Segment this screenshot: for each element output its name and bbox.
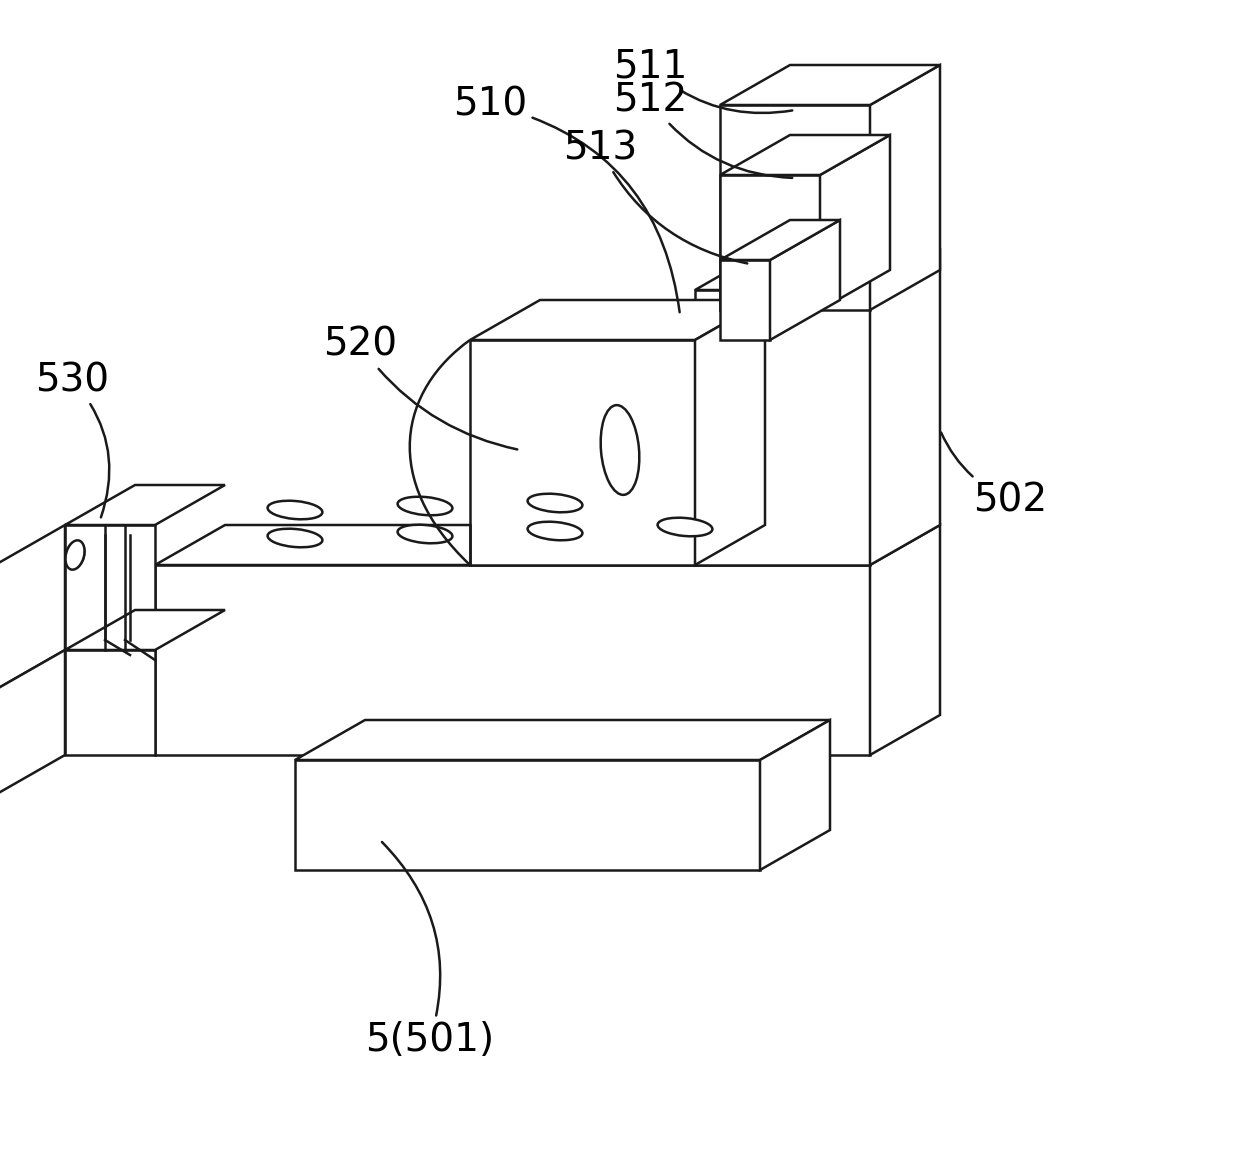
Ellipse shape: [657, 518, 713, 536]
Polygon shape: [0, 525, 64, 690]
Text: 5(501): 5(501): [366, 842, 495, 1060]
Ellipse shape: [66, 541, 84, 570]
Polygon shape: [470, 300, 765, 340]
Ellipse shape: [66, 541, 84, 569]
Text: 520: 520: [322, 327, 517, 449]
Polygon shape: [64, 610, 224, 650]
Polygon shape: [64, 525, 155, 650]
Ellipse shape: [527, 493, 583, 512]
Polygon shape: [720, 105, 870, 310]
Polygon shape: [760, 720, 830, 870]
Polygon shape: [470, 340, 694, 565]
Text: 513: 513: [563, 129, 748, 264]
Polygon shape: [64, 485, 224, 525]
Polygon shape: [155, 565, 870, 755]
Text: 512: 512: [613, 81, 792, 178]
Ellipse shape: [268, 529, 322, 548]
Text: 530: 530: [35, 361, 109, 518]
Polygon shape: [820, 135, 890, 310]
Polygon shape: [720, 65, 940, 105]
Polygon shape: [0, 650, 64, 796]
Polygon shape: [870, 65, 940, 310]
Polygon shape: [870, 525, 940, 755]
Polygon shape: [295, 760, 760, 870]
Polygon shape: [155, 525, 940, 565]
Polygon shape: [64, 650, 155, 755]
Polygon shape: [694, 250, 940, 290]
Polygon shape: [720, 261, 770, 340]
Polygon shape: [720, 135, 890, 175]
Polygon shape: [870, 250, 940, 565]
Ellipse shape: [600, 405, 640, 494]
Polygon shape: [720, 220, 839, 261]
Polygon shape: [694, 300, 765, 565]
Polygon shape: [295, 720, 830, 760]
Ellipse shape: [527, 522, 583, 541]
Text: 502: 502: [941, 433, 1047, 519]
Text: 511: 511: [613, 47, 792, 113]
Text: 510: 510: [453, 86, 680, 313]
Ellipse shape: [268, 500, 322, 519]
Ellipse shape: [398, 525, 453, 543]
Polygon shape: [770, 220, 839, 340]
Ellipse shape: [398, 497, 453, 515]
Polygon shape: [694, 290, 870, 565]
Polygon shape: [720, 175, 820, 310]
